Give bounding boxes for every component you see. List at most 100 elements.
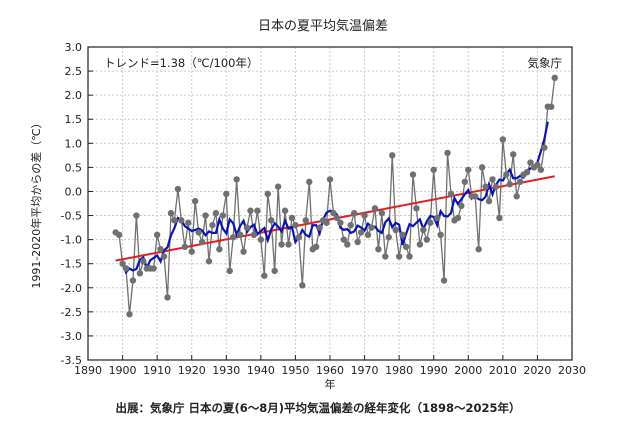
data-point xyxy=(216,246,223,253)
data-point xyxy=(503,171,510,178)
data-point xyxy=(433,214,441,222)
x-ticks: 1890 1900 1910 1920 1930 1940 1950 1960 1970 1980… xyxy=(74,355,586,377)
data-point xyxy=(354,238,361,246)
data-point xyxy=(167,209,175,217)
data-point xyxy=(551,74,558,82)
data-point xyxy=(178,217,185,224)
data-point xyxy=(541,144,548,151)
x-tick-label: 2010 xyxy=(489,364,517,377)
data-point xyxy=(271,267,278,275)
y-tick-label: 0.5 xyxy=(65,161,83,174)
data-point xyxy=(440,277,448,284)
data-point xyxy=(171,217,178,224)
data-point xyxy=(472,193,479,200)
data-point xyxy=(212,209,220,217)
data-point xyxy=(447,190,455,198)
data-point xyxy=(233,176,240,183)
data-point xyxy=(278,241,285,248)
x-tick-label: 1960 xyxy=(316,364,344,377)
y-tick-label: -3.0 xyxy=(61,330,82,343)
data-point xyxy=(240,248,247,255)
x-tick-label: 1970 xyxy=(351,364,379,377)
y-ticks: 3.0 2.5 2.0 1.5 1.0 0.5 0.0 -0.5 -1.0 -1.5 -2.0 -2.… xyxy=(61,41,93,367)
data-point xyxy=(250,231,258,238)
x-tick-label: 1990 xyxy=(420,364,448,377)
data-point xyxy=(527,159,534,166)
data-point xyxy=(136,270,144,277)
data-point xyxy=(205,258,213,265)
y-tick-label: -1.0 xyxy=(61,234,82,247)
y-tick-label: -0.5 xyxy=(61,210,82,223)
data-point xyxy=(347,221,354,229)
data-point xyxy=(288,214,296,222)
x-tick-label: 1910 xyxy=(143,364,171,377)
data-point xyxy=(223,190,230,198)
data-point xyxy=(534,161,541,169)
y-tick-label: 3.0 xyxy=(65,41,83,54)
data-point xyxy=(420,226,427,234)
data-point xyxy=(361,212,368,219)
data-point xyxy=(257,236,265,243)
data-point xyxy=(423,236,430,243)
data-point xyxy=(202,212,209,219)
x-tick-label: 1940 xyxy=(247,364,275,377)
running-mean-line xyxy=(121,121,549,275)
data-point xyxy=(160,253,168,260)
data-point xyxy=(416,241,424,248)
data-point xyxy=(133,212,140,219)
data-point xyxy=(385,234,392,241)
data-point xyxy=(382,253,389,260)
data-point xyxy=(119,260,126,267)
data-point xyxy=(430,166,437,173)
y-tick-label: -3.5 xyxy=(61,354,82,367)
y-tick-label: 0.0 xyxy=(65,185,83,198)
x-tick-label: 2020 xyxy=(523,364,551,377)
x-tick-label: 1980 xyxy=(385,364,413,377)
data-point xyxy=(164,294,171,301)
data-point xyxy=(185,219,192,226)
data-point xyxy=(389,152,396,159)
y-tick-label: 1.5 xyxy=(65,113,83,126)
data-point xyxy=(299,282,306,289)
data-point xyxy=(292,221,299,229)
y-tick-label: -2.0 xyxy=(61,282,82,295)
data-point xyxy=(458,202,465,210)
data-point xyxy=(198,238,206,246)
annual-line xyxy=(115,77,556,315)
data-point xyxy=(437,231,444,238)
data-point xyxy=(499,136,507,143)
data-point xyxy=(254,207,261,214)
data-point xyxy=(333,214,341,222)
data-point xyxy=(188,248,195,255)
data-point xyxy=(126,311,133,318)
data-point xyxy=(478,164,486,171)
data-point xyxy=(364,231,372,238)
data-point xyxy=(281,207,289,214)
data-point xyxy=(413,205,420,212)
data-point xyxy=(219,212,227,219)
data-point xyxy=(226,267,233,275)
data-point xyxy=(427,219,434,226)
data-point xyxy=(492,183,500,190)
trend-annotation: トレンド=1.38（℃/100年） xyxy=(104,56,258,70)
data-point xyxy=(326,176,334,183)
data-point xyxy=(444,149,451,157)
data-point xyxy=(247,207,254,214)
data-point xyxy=(264,190,271,198)
data-point xyxy=(402,243,410,251)
data-point xyxy=(523,169,531,176)
y-tick-label: -1.5 xyxy=(61,258,82,271)
x-tick-label: 2000 xyxy=(454,364,482,377)
data-point xyxy=(465,166,472,173)
data-point xyxy=(496,214,503,222)
data-point xyxy=(461,178,469,186)
caption: 出展：気象庁 日本の夏(6～8月)平均気温偏差の経年変化（1898～2025年） xyxy=(115,401,520,415)
data-point xyxy=(122,265,130,272)
data-point xyxy=(174,185,182,193)
data-point xyxy=(409,171,417,178)
data-point xyxy=(195,229,202,236)
data-point xyxy=(302,217,309,224)
x-tick-label: 1900 xyxy=(109,364,137,377)
data-point xyxy=(485,197,493,205)
